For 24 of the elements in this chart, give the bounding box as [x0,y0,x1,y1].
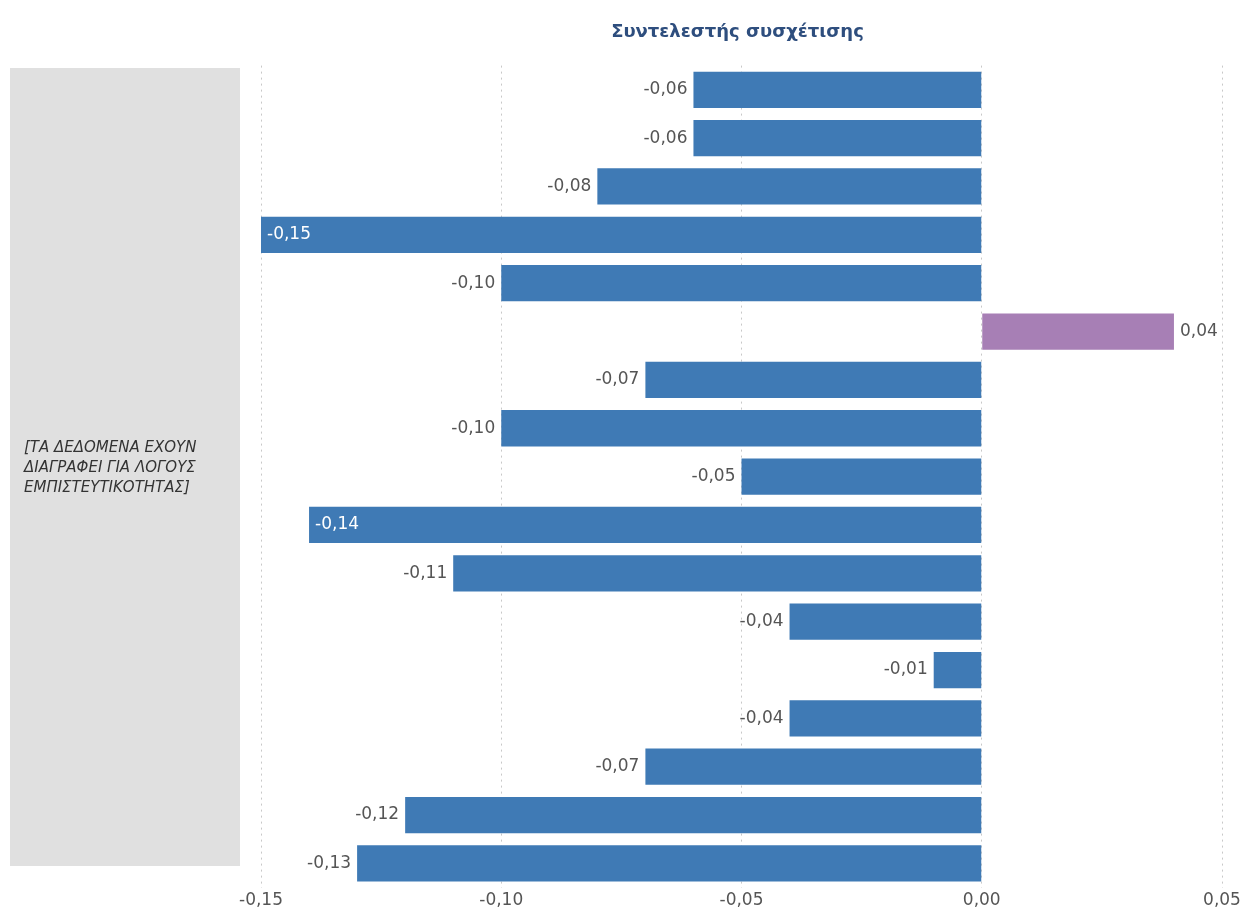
data-label: -0,10 [451,271,496,292]
data-label: -0,14 [315,513,360,534]
data-label: -0,06 [643,126,688,147]
data-label: -0,05 [691,465,736,486]
x-tick-label: -0,10 [479,889,524,910]
data-label: -0,12 [355,803,400,824]
x-tick-label: 0,00 [962,889,1001,910]
data-label: -0,06 [643,78,688,99]
chart-title: Συντελεστής συσχέτισης [611,20,864,42]
data-label: -0,04 [739,610,784,631]
data-label: -0,15 [267,223,311,244]
data-label: 0,04 [1179,319,1218,340]
data-label: -0,04 [739,706,784,727]
x-tick-label: 0,05 [1203,889,1241,910]
data-label: -0,08 [547,174,592,195]
data-label: -0,10 [451,416,496,437]
data-label: -0,01 [883,658,928,679]
data-label: -0,07 [595,755,640,776]
data-label: -0,11 [403,561,448,582]
data-label: -0,13 [307,851,352,872]
x-tick-label: -0,05 [719,889,764,910]
data-label: -0,07 [595,368,640,389]
x-tick-label: -0,15 [239,889,283,910]
placeholder-panel: [ΤΑ ΔΕΔΟΜΕΝΑ ΕΧΟΥΝ ΔΙΑΓΡΑΦΕΙ ΓΙΑ ΛΟΓΟΥΣ ΕΜΠΙΣΤΕΥΤΙΚΟΤΗΤΑΣ] [10,68,240,866]
